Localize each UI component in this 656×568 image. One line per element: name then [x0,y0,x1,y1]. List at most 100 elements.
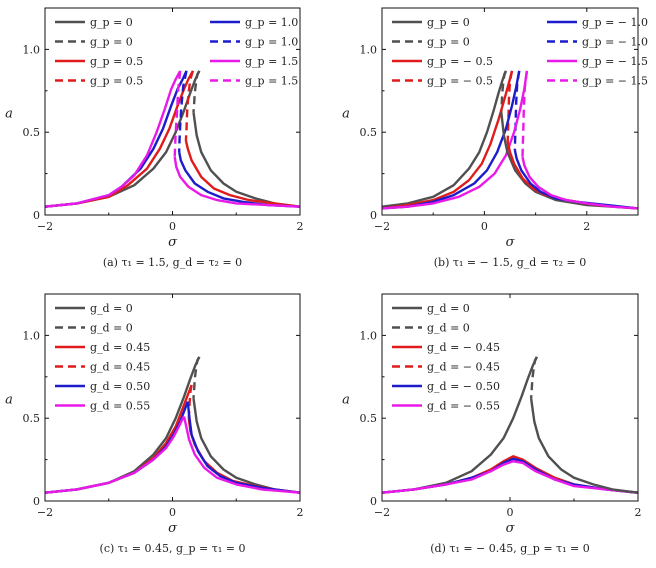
legend-label: g_p = − 0.5 [427,75,493,88]
x-tick-label: −2 [374,220,390,233]
y-tick-label: 1.0 [23,43,41,56]
series-line-5 [45,415,186,494]
legend-label: g_d = − 0.45 [427,361,500,374]
legend-label: g_d = − 0.45 [427,341,500,354]
y-tick-label: 0 [33,209,40,222]
series-line-5 [382,460,638,494]
legend-label: g_p = − 1.5 [582,75,648,88]
chart-panel-0: −2 0 200.51.0σa(a) τ₁ = 1.5, g_d = τ₂ = 0g… [5,7,304,269]
y-tick-label: 0.5 [23,126,41,139]
panel-caption: (a) τ₁ = 1.5, g_d = τ₂ = 0 [103,256,242,269]
x-tick-label: 0 [169,220,176,233]
y-tick-label: 0.5 [360,412,378,425]
x-tick-label: 2 [297,506,304,519]
legend-label: g_p = − 1.5 [582,55,648,68]
chart-panel-3: −2 0 200.51.0σa(d) τ₁ = − 0.45, g_p = τ₁ =… [342,293,642,555]
panel-caption: (b) τ₁ = − 1.5, g_d = τ₂ = 0 [434,256,587,269]
series-line-6 [529,398,638,494]
legend-label: g_p = 1.5 [245,75,298,88]
legend-label: g_d = 0 [90,302,133,315]
legend: g_p = 0 g_p = 0 g_p = − 0.5 g_p = − 0.5 g_p … [392,16,648,88]
series-line-2 [382,70,514,210]
series-line-3 [184,70,195,141]
legend-label: g_p = 1.0 [245,36,298,49]
legend-label: g_d = 0 [90,322,133,335]
plot-frame [44,293,301,502]
x-tick-label: −2 [37,220,53,233]
legend-label: g_p = 0.5 [90,55,143,68]
legend-label: g_d = 0 [427,322,470,335]
y-axis-label: a [342,107,350,122]
x-tick-label: 2 [297,220,304,233]
y-axis-label: a [342,393,350,408]
x-tick-label: 0 [169,506,176,519]
series-line-6 [382,70,529,210]
x-axis-label: σ [506,521,516,536]
legend-label: g_d = 0 [427,302,470,315]
y-tick-label: 0 [370,209,377,222]
y-tick-label: 0 [33,495,40,508]
legend-label: g_d = − 0.55 [427,400,500,413]
series-line-11 [173,156,300,208]
legend-label: g_d = 0.45 [90,361,150,374]
y-tick-label: 1.0 [360,329,378,342]
series-line-1 [192,70,201,113]
legend-label: g_d = 0.50 [90,380,150,393]
y-tick-label: 0.5 [23,412,41,425]
series-line-0 [382,70,508,208]
x-axis-label: σ [168,235,178,250]
legend: g_d = 0 g_d = 0 g_d = − 0.45 g_d = − 0.45 g_… [392,302,500,413]
series-line-1 [500,70,507,113]
series-line-9 [184,140,300,208]
x-axis-label: σ [506,235,516,250]
series-line-9 [182,416,300,494]
x-tick-label: 0 [481,220,488,233]
x-tick-label: −2 [37,506,53,519]
series-line-5 [178,70,188,153]
legend-label: g_p = 0 [427,36,470,49]
legend-label: g_p = − 1.0 [582,16,648,29]
chart-panel-1: −2 0 200.51.0σa(b) τ₁ = − 1.5, g_d = τ₂ = … [342,7,648,269]
series-line-7 [521,70,529,158]
y-tick-label: 0 [370,495,377,508]
y-tick-label: 1.0 [23,329,41,342]
plot-frame [381,7,639,216]
y-tick-label: 0.5 [360,126,378,139]
legend: g_p = 0 g_p = 0 g_p = 0.5 g_p = 0.5 g_p = 1.… [55,16,298,88]
legend-label: g_p = 0 [90,36,133,49]
series-line-11 [521,156,638,210]
legend-label: g_d = − 0.50 [427,380,500,393]
legend-label: g_p = 0 [427,16,470,29]
series-line-0 [382,356,538,494]
chart-panel-2: −2 0 200.51.0σa(c) τ₁ = 0.45, g_p = τ₁ = 0… [5,293,304,555]
series-line-10 [513,150,638,210]
y-axis-label: a [5,107,13,122]
legend-label: g_p = 0 [90,16,133,29]
panel-caption: (c) τ₁ = 0.45, g_p = τ₁ = 0 [100,542,246,555]
series-line-6 [45,70,182,208]
series-line-1 [529,356,538,399]
y-tick-label: 1.0 [360,43,378,56]
x-tick-label: −2 [374,506,390,519]
x-tick-label: 0 [507,506,514,519]
legend-label: g_p = − 0.5 [427,55,493,68]
legend-label: g_p = − 1.0 [582,36,648,49]
legend-label: g_d = 0.55 [90,400,150,413]
series-line-8 [500,112,638,210]
series-line-7 [173,70,182,158]
legend-label: g_p = 1.5 [245,55,298,68]
series-line-9 [506,141,638,210]
series-line-6 [192,398,300,494]
x-tick-label: 2 [635,506,642,519]
series-line-1 [192,356,201,399]
legend-label: g_d = 0.45 [90,341,150,354]
legend: g_d = 0 g_d = 0 g_d = 0.45 g_d = 0.45 g_d = … [55,302,150,413]
panel-caption: (d) τ₁ = − 0.45, g_p = τ₁ = 0 [430,542,590,555]
x-axis-label: σ [168,521,178,536]
y-axis-label: a [5,393,13,408]
plot-frame [381,293,639,502]
series-line-8 [186,401,300,494]
x-tick-label: 2 [583,220,590,233]
legend-label: g_p = 1.0 [245,16,298,29]
